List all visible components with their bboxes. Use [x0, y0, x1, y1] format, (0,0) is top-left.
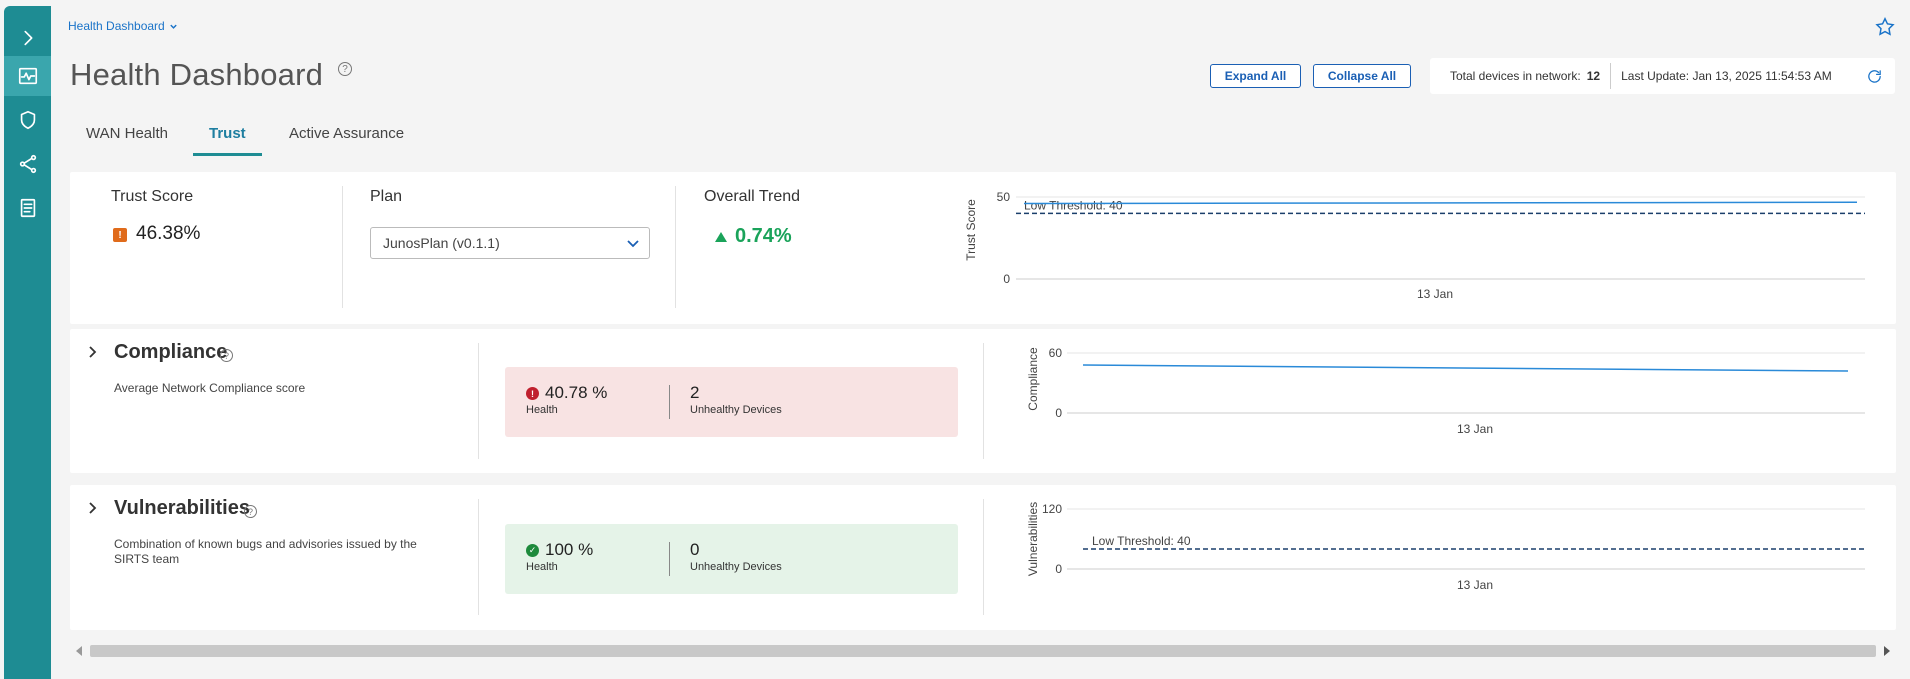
threshold-label: Low Threshold: 40: [1024, 198, 1123, 212]
trust-score-chart: Trust Score 50 0 Low Threshold: 40 13 Ja…: [964, 190, 1865, 301]
chevron-right-icon: [23, 30, 32, 46]
trend-up-icon: [715, 231, 727, 242]
y-tick-label: 0: [1003, 272, 1010, 286]
trust-score-series-line: [1023, 201, 1858, 205]
x-tick-label: 13 Jan: [1417, 287, 1453, 301]
active-tab-indicator: [193, 153, 262, 156]
compliance-description: Average Network Compliance score: [114, 381, 306, 395]
compliance-series-line: [1082, 364, 1849, 372]
chevron-right-icon: [89, 346, 97, 358]
chevron-down-icon: [170, 24, 177, 29]
total-devices-value: 12: [1586, 69, 1601, 83]
document-icon: [20, 198, 35, 218]
total-devices-label: Total devices in network:: [1450, 69, 1581, 83]
share-nodes-icon: [19, 154, 36, 174]
pulse-icon: [18, 67, 37, 85]
plan-select-value: JunosPlan (v0.1.1): [383, 235, 500, 251]
compliance-health-box: ! 40.78 % Health 2 Unhealthy Devices: [505, 367, 958, 437]
x-tick-label: 13 Jan: [1457, 578, 1493, 592]
divider: [478, 343, 479, 459]
refresh-button[interactable]: [1866, 68, 1883, 85]
chevron-right-icon: [89, 502, 97, 514]
y-axis-label: Trust Score: [964, 199, 978, 261]
y-tick-label: 60: [1049, 346, 1063, 360]
trust-score-value: 46.38%: [136, 223, 201, 244]
collapse-all-button[interactable]: Collapse All: [1313, 64, 1411, 88]
rail-item-topology[interactable]: [4, 144, 51, 184]
scrollbar-thumb[interactable]: [90, 645, 1876, 657]
y-tick-label: 120: [1042, 502, 1062, 516]
shield-icon: [20, 110, 35, 130]
side-rail: [4, 6, 51, 679]
scroll-right-icon[interactable]: [1884, 646, 1890, 656]
compliance-health-label: Health: [526, 404, 558, 416]
scroll-left-icon[interactable]: [76, 646, 82, 656]
network-info-box: Total devices in network: 12 Last Update…: [1430, 58, 1895, 94]
tab-active-assurance[interactable]: Active Assurance: [289, 125, 405, 142]
y-axis-label: Vulnerabilities: [1026, 502, 1040, 576]
divider: [669, 542, 670, 576]
expand-all-button[interactable]: Expand All: [1210, 64, 1301, 88]
rail-item-health[interactable]: [4, 56, 51, 96]
vulnerabilities-title: Vulnerabilities: [114, 497, 250, 519]
vulnerabilities-health-label: Health: [526, 561, 558, 573]
error-icon: !: [526, 387, 539, 400]
expand-rail-button[interactable]: [4, 18, 51, 58]
help-icon[interactable]: ?: [244, 505, 257, 518]
vulnerabilities-unhealthy-label: Unhealthy Devices: [690, 561, 782, 573]
tab-wan-health[interactable]: WAN Health: [86, 125, 168, 142]
vulnerabilities-health-box: ✓ 100 % Health 0 Unhealthy Devices: [505, 524, 958, 594]
compliance-unhealthy-label: Unhealthy Devices: [690, 404, 782, 416]
y-tick-label: 50: [997, 190, 1011, 204]
divider: [983, 499, 984, 615]
warning-icon: !: [113, 228, 127, 242]
breadcrumb[interactable]: Health Dashboard: [68, 19, 178, 33]
horizontal-scrollbar[interactable]: [70, 642, 1896, 660]
threshold-label: Low Threshold: 40: [1092, 534, 1191, 548]
vulnerabilities-chart: Vulnerabilities 120 0 Low Threshold: 40 …: [1026, 502, 1865, 592]
compliance-health-value: 40.78 %: [545, 383, 608, 402]
chevron-down-icon: [627, 240, 639, 248]
refresh-icon: [1868, 69, 1881, 83]
plan-label: Plan: [370, 188, 403, 205]
help-icon[interactable]: ?: [338, 62, 352, 76]
rail-item-security[interactable]: [4, 100, 51, 140]
expand-vulnerabilities-button[interactable]: [86, 501, 98, 514]
compliance-unhealthy-value: 2: [690, 383, 700, 402]
last-update: Last Update: Jan 13, 2025 11:54:53 AM: [1621, 69, 1832, 83]
vulnerabilities-health-value: 100 %: [545, 540, 594, 559]
divider: [669, 385, 670, 419]
overall-trend-label: Overall Trend: [704, 188, 801, 205]
divider: [675, 186, 676, 308]
compliance-card: Compliance ? Average Network Compliance …: [70, 329, 1896, 473]
y-axis-label: Compliance: [1026, 347, 1040, 411]
overall-trend-value: 0.74%: [715, 225, 792, 248]
divider: [1610, 63, 1612, 89]
x-tick-label: 13 Jan: [1457, 422, 1493, 436]
expand-compliance-button[interactable]: [86, 345, 98, 358]
trust-score-label: Trust Score: [111, 188, 194, 205]
trust-card: Trust Score ! 46.38% Plan Overall Trend …: [70, 172, 1896, 324]
tab-trust[interactable]: Trust: [209, 125, 246, 142]
vulnerabilities-description: Combination of known bugs and advisories…: [114, 537, 417, 566]
compliance-title: Compliance: [114, 341, 228, 363]
check-circle-icon: ✓: [526, 544, 539, 557]
divider: [478, 499, 479, 615]
plan-select[interactable]: JunosPlan (v0.1.1): [370, 227, 650, 259]
y-tick-label: 0: [1055, 562, 1062, 576]
rail-item-reports[interactable]: [4, 188, 51, 228]
compliance-chart: Compliance 60 0 13 Jan: [1026, 346, 1865, 436]
divider: [983, 343, 984, 459]
divider: [342, 186, 343, 308]
vulnerabilities-unhealthy-value: 0: [690, 540, 700, 559]
vulnerabilities-card: Vulnerabilities ? Combination of known b…: [70, 485, 1896, 630]
page-title: Health Dashboard: [70, 57, 324, 92]
trend-value-text: 0.74%: [735, 225, 792, 247]
favorite-button[interactable]: [1874, 16, 1896, 38]
help-icon[interactable]: ?: [220, 349, 233, 362]
breadcrumb-label: Health Dashboard: [68, 19, 165, 33]
star-icon: [1875, 17, 1895, 36]
y-tick-label: 0: [1055, 406, 1062, 420]
